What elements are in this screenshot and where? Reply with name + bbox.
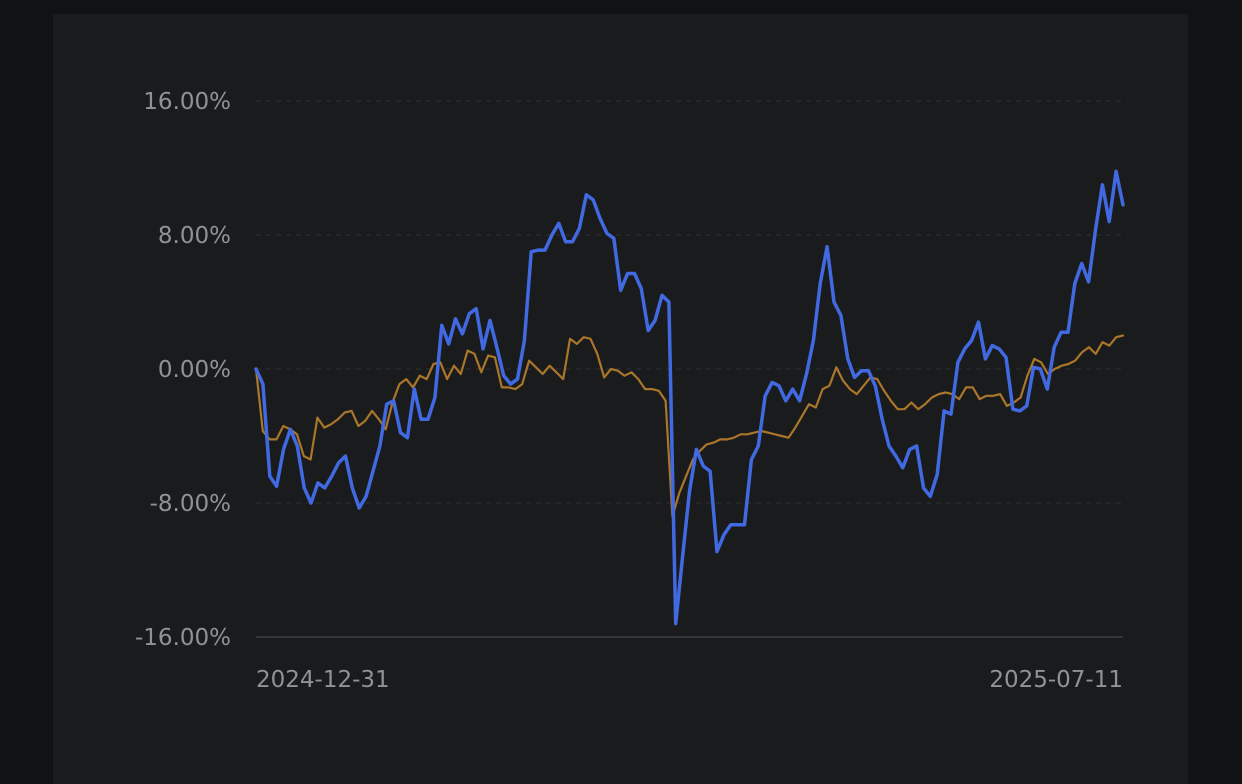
y-tick-label: 8.00% [158, 223, 231, 249]
y-tick-label: 0.00% [158, 357, 231, 383]
chart-panel: 16.00% 8.00% 0.00% -8.00% -16.00% 2024-12-31… [53, 14, 1188, 784]
series-layer [254, 169, 1125, 626]
y-tick-label: -16.00% [135, 625, 231, 651]
x-tick-label-start: 2024-12-31 [256, 667, 390, 693]
x-tick-label-end: 2025-07-11 [989, 667, 1123, 693]
series-line-blue [254, 169, 1125, 626]
x-tick-labels: 2024-12-31 2025-07-11 [256, 667, 1123, 693]
series-line-gold [254, 334, 1125, 518]
y-tick-labels: 16.00% 8.00% 0.00% -8.00% -16.00% [135, 89, 231, 651]
y-tick-label: -8.00% [150, 491, 231, 517]
y-tick-label: 16.00% [143, 89, 231, 115]
line-chart: 16.00% 8.00% 0.00% -8.00% -16.00% 2024-12-31… [135, 89, 1125, 693]
grid-layer [256, 100, 1123, 638]
